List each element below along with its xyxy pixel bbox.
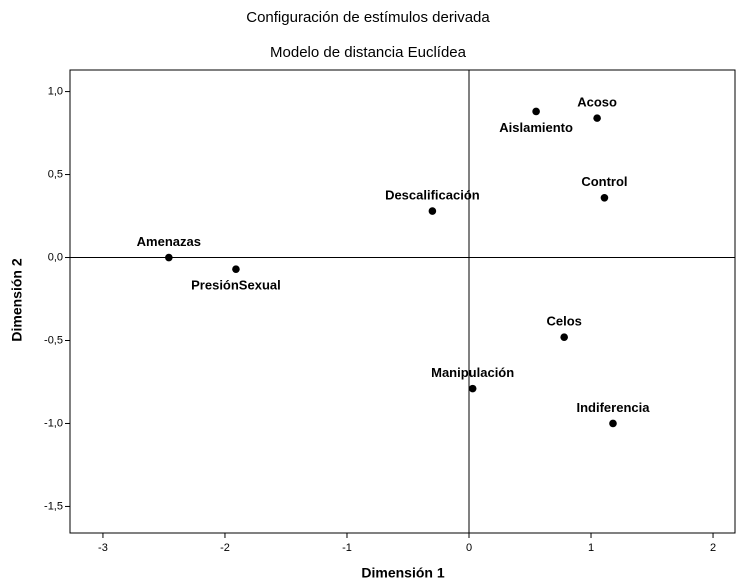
x-tick-label: -1 bbox=[342, 542, 352, 554]
point bbox=[560, 333, 568, 341]
plot-frame bbox=[69, 69, 736, 534]
point-label: Celos bbox=[546, 314, 581, 329]
point-label: Indiferencia bbox=[576, 400, 650, 415]
x-tick-label: 1 bbox=[588, 542, 594, 554]
point bbox=[468, 384, 477, 393]
y-axis-label: Dimensión 2 bbox=[9, 258, 25, 341]
point bbox=[428, 207, 437, 215]
point bbox=[532, 107, 540, 116]
point bbox=[593, 114, 601, 122]
y-tick-label: -1,0 bbox=[44, 417, 63, 429]
point bbox=[609, 419, 617, 428]
x-tick-label: -3 bbox=[98, 542, 108, 554]
y-tick-label: 0,5 bbox=[48, 168, 63, 180]
y-tick-label: -0,5 bbox=[44, 334, 63, 346]
point bbox=[165, 253, 173, 262]
point-label: Aislamiento bbox=[499, 120, 573, 135]
y-tick-label: -1,5 bbox=[44, 500, 63, 512]
y-tick-label: 1,0 bbox=[48, 85, 63, 97]
x-axis-label: Dimensión 1 bbox=[361, 565, 444, 581]
point-label: Control bbox=[581, 174, 627, 189]
y-tick-label: 0,0 bbox=[48, 251, 63, 263]
point-label: Descalificación bbox=[385, 187, 480, 202]
chart-subtitle: Modelo de distancia Euclídea bbox=[270, 44, 467, 61]
x-tick-label: 0 bbox=[466, 542, 472, 554]
point-label: Acoso bbox=[577, 95, 617, 110]
x-tick-label: 2 bbox=[710, 542, 716, 554]
point bbox=[600, 193, 609, 202]
x-tick-label: -2 bbox=[220, 542, 230, 554]
point-label: PresiónSexual bbox=[191, 278, 281, 293]
point-label: Manipulación bbox=[431, 365, 514, 380]
chart-title: Configuración de estímulos derivada bbox=[246, 9, 490, 26]
point-label: Amenazas bbox=[137, 234, 201, 249]
point bbox=[232, 265, 240, 273]
